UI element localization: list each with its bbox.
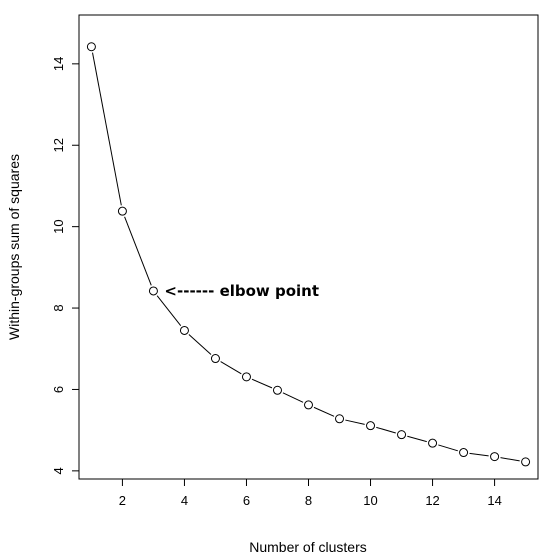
line-segment (188, 334, 212, 355)
y-tick-label: 12 (51, 138, 66, 152)
line-segment (376, 426, 396, 434)
line-segment (469, 452, 489, 457)
data-point (428, 438, 438, 448)
line-segment (220, 361, 242, 375)
series-line (92, 52, 520, 462)
x-tick-label: 2 (119, 493, 126, 508)
line-segment (282, 392, 304, 403)
y-tick-label: 6 (51, 386, 66, 393)
data-point (86, 42, 96, 52)
data-points (86, 42, 531, 467)
line-segment (438, 444, 458, 452)
data-point (117, 206, 127, 216)
data-point (335, 414, 345, 424)
line-segment (500, 457, 520, 462)
line-segment (313, 406, 335, 417)
x-tick-label: 14 (487, 493, 501, 508)
data-point (179, 325, 189, 335)
line-segment (345, 419, 365, 425)
x-tick-label: 10 (363, 493, 377, 508)
x-tick-label: 4 (181, 493, 188, 508)
data-point (521, 457, 531, 467)
y-axis-title: Within-groups sum of squares (6, 154, 22, 340)
y-tick-label: 10 (51, 219, 66, 233)
elbow-annotation: <------ elbow point (164, 282, 319, 300)
data-point (490, 452, 500, 462)
x-tick-label: 8 (305, 493, 312, 508)
line-segment (124, 216, 152, 286)
data-point (304, 400, 313, 410)
data-point (272, 385, 282, 395)
line-segment (156, 295, 182, 327)
x-tick-label: 6 (243, 493, 250, 508)
line-segment (251, 378, 273, 389)
data-point (366, 421, 376, 431)
data-point (397, 430, 407, 440)
x-tick-label: 12 (425, 493, 439, 508)
data-point (459, 448, 469, 458)
y-tick-label: 8 (51, 304, 66, 311)
y-axis: 4 6 8 10 12 14 (51, 57, 79, 474)
line-segment (407, 435, 427, 443)
y-tick-label: 14 (51, 57, 66, 71)
data-point (148, 286, 158, 296)
line-segment (92, 52, 122, 206)
x-axis: 2 4 6 8 10 12 14 (119, 479, 502, 508)
x-axis-title: Number of clusters (249, 539, 366, 555)
data-point (210, 354, 220, 364)
data-point (241, 372, 251, 382)
y-tick-label: 4 (51, 467, 66, 474)
